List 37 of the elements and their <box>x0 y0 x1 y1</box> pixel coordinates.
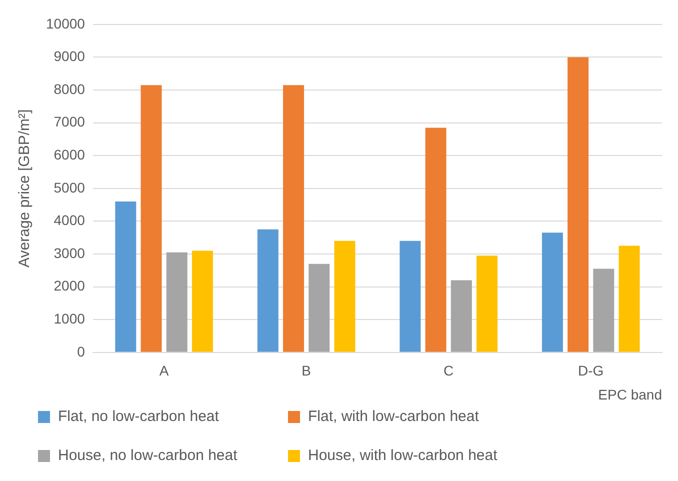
y-tick-label: 7000 <box>54 114 86 130</box>
bar <box>568 57 589 352</box>
bar <box>283 85 304 352</box>
bar <box>257 229 278 352</box>
bar <box>140 85 162 352</box>
legend-label: Flat, with low-carbon heat <box>308 408 479 425</box>
x-tick-label: C <box>444 362 454 379</box>
bar <box>425 128 446 352</box>
legend-label: Flat, no low-carbon heat <box>58 408 219 425</box>
bar <box>450 280 472 352</box>
x-tick-label: D-G <box>578 362 604 379</box>
y-tick-label: 4000 <box>54 212 86 228</box>
y-tick-label: 3000 <box>54 244 86 261</box>
legend-label: House, with low-carbon heat <box>308 447 498 464</box>
y-tick-label: 8000 <box>54 80 86 97</box>
bar <box>166 252 188 352</box>
bar <box>542 232 563 352</box>
bar <box>476 256 498 352</box>
legend-label: House, no low-carbon heat <box>58 447 238 464</box>
y-tick-label: 9000 <box>54 48 86 64</box>
bar <box>192 250 213 352</box>
x-axis-title: EPC band <box>598 386 662 402</box>
bar <box>618 246 640 352</box>
bar <box>115 202 136 352</box>
y-tick-label: 6000 <box>54 146 86 162</box>
x-tick-label: B <box>302 362 312 379</box>
y-tick-label: 2000 <box>54 278 86 294</box>
y-tick-label: 10000 <box>46 15 86 32</box>
bar <box>593 268 614 352</box>
bar <box>334 240 356 352</box>
y-tick-label: 0 <box>77 343 86 360</box>
bar <box>308 264 330 352</box>
y-tick-label: 1000 <box>54 310 86 326</box>
y-axis-title: Average price [GBP/m²] <box>16 109 34 268</box>
y-tick-label: 5000 <box>54 179 86 196</box>
x-tick-label: A <box>159 362 170 379</box>
bar <box>400 240 421 352</box>
